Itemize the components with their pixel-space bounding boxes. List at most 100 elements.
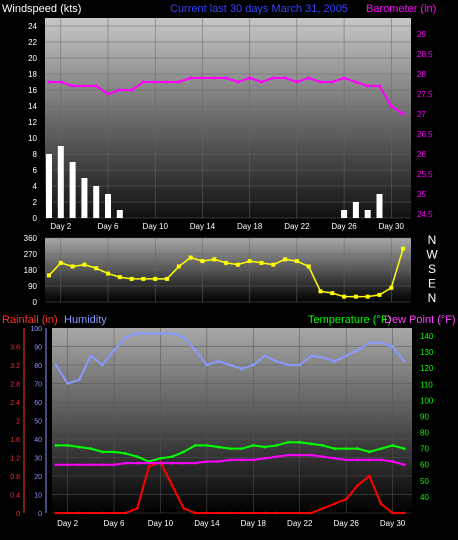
temp-y-tick-label: 90 <box>420 412 429 421</box>
humidity-point <box>309 354 313 358</box>
wind-bar <box>116 210 123 218</box>
x-tick-label: Day 26 <box>331 222 357 231</box>
wind-y-tick-label: 18 <box>28 70 37 79</box>
panel-wind-barometer <box>45 18 411 218</box>
dewpoint-point <box>240 458 244 462</box>
wind-bar <box>364 210 371 218</box>
rain-y-tick-label: 0.4 <box>10 493 20 500</box>
x-ticks-top: Day 2 Day 6 Day 10 Day 14 Day 18 Day 22 Day 26… <box>50 222 404 231</box>
rainfall-point <box>367 474 371 478</box>
rainfall-point <box>66 511 70 515</box>
temperature-point <box>217 445 220 449</box>
barometer-point <box>212 76 216 80</box>
temp-y-tick-label: 120 <box>420 364 434 373</box>
barometer-point <box>82 84 87 88</box>
rainfall-point <box>344 497 348 501</box>
temperature-point <box>286 440 290 444</box>
dewpoint-point <box>356 458 360 462</box>
temperature-point <box>321 444 325 447</box>
dewpoint-point <box>333 456 336 460</box>
rainfall-point <box>402 511 406 515</box>
dewpoint-point <box>344 458 348 462</box>
x-tick-label: Day 14 <box>194 519 220 528</box>
temperature-point <box>379 447 383 451</box>
rainfall-point <box>333 502 336 506</box>
barometer-point <box>47 80 51 84</box>
humidity-point <box>333 359 336 363</box>
barometer-point <box>106 92 110 96</box>
barometer-point <box>177 80 181 84</box>
humidity-y-tick-label: 10 <box>34 493 42 500</box>
direction-point <box>176 264 181 269</box>
rainfall-point <box>124 511 128 515</box>
humidity-point <box>89 354 93 358</box>
x-tick-label: Day 14 <box>190 222 216 231</box>
humidity-point <box>391 345 394 348</box>
wind-y-tick-label: 12 <box>28 118 37 127</box>
direction-point <box>212 257 217 262</box>
barometer-point <box>248 76 252 80</box>
temp-y-tick-label: 80 <box>420 429 429 438</box>
rainfall-point <box>286 511 290 515</box>
dewpoint-point <box>251 458 255 462</box>
temp-y-tick-label: 60 <box>420 461 429 470</box>
temperature-point <box>298 440 302 444</box>
barometer-point <box>295 80 299 84</box>
rainfall-point <box>217 511 220 515</box>
wind-y-tick-label: 22 <box>28 38 37 47</box>
x-tick-label: Day 30 <box>379 222 405 231</box>
temperature-point <box>402 447 406 451</box>
humidity-point <box>77 378 81 382</box>
dewpoint-point <box>112 463 116 467</box>
temperature-point <box>89 447 93 451</box>
baro-y-tick-label: 28 <box>417 70 426 79</box>
dewpoint-point <box>135 461 139 465</box>
rainfall-point <box>391 511 394 515</box>
wind-bar <box>69 162 76 218</box>
humidity-y-tick-label: 100 <box>30 326 42 333</box>
baro-y-tick-label: 28.5 <box>417 50 433 59</box>
humidity-y-tick-label: 60 <box>34 400 42 407</box>
temperature-point <box>159 456 162 460</box>
temp-y-tick-label: 130 <box>420 348 434 357</box>
direction-point <box>283 257 288 262</box>
rain-y-tick-label: 2.4 <box>10 400 20 407</box>
dew-axis-label: Dew Point (°F) <box>384 314 456 326</box>
temperature-point <box>263 445 267 449</box>
temperature-point <box>391 444 394 447</box>
compass-label: W <box>426 248 438 262</box>
baro-y-tick-label: 24.5 <box>417 210 433 219</box>
direction-point <box>306 264 311 269</box>
humidity-point <box>170 332 174 335</box>
temp-y-tick-label: 140 <box>420 332 434 341</box>
dewpoint-point <box>101 463 104 467</box>
x-tick-label: Day 6 <box>98 222 119 231</box>
rain-y-ticks: 0 0.4 0.8 1.2 1.6 2 2.4 2.8 3.2 3.6 <box>10 345 20 519</box>
humidity-point <box>321 356 325 359</box>
dewpoint-point <box>298 453 302 457</box>
barometer-point <box>259 80 264 84</box>
wind-bar <box>352 202 359 218</box>
rainfall-point <box>54 511 58 515</box>
humidity-y-tick-label: 30 <box>34 456 42 463</box>
direction-y-tick-label: 0 <box>33 298 38 307</box>
wind-y-tick-label: 2 <box>33 198 38 207</box>
compass-label: N <box>428 233 437 247</box>
baro-y-ticks: 24.5 25 25.5 26 26.5 27 27.5 28 28.5 29 <box>417 30 433 219</box>
dewpoint-point <box>263 456 267 460</box>
humidity-y-tick-label: 90 <box>34 345 42 352</box>
barometer-point <box>330 80 334 84</box>
direction-point <box>94 266 99 271</box>
barometer-point <box>377 84 382 88</box>
rainfall-point <box>89 511 93 515</box>
direction-y-tick-label: 90 <box>28 282 37 291</box>
direction-y-tick-label: 360 <box>24 234 38 243</box>
humidity-point <box>135 332 139 335</box>
barometer-point <box>224 76 228 80</box>
temperature-point <box>205 444 209 447</box>
rainfall-point <box>379 502 383 506</box>
humidity-point <box>275 359 278 363</box>
direction-point <box>106 271 111 276</box>
wind-y-tick-label: 10 <box>28 134 37 143</box>
